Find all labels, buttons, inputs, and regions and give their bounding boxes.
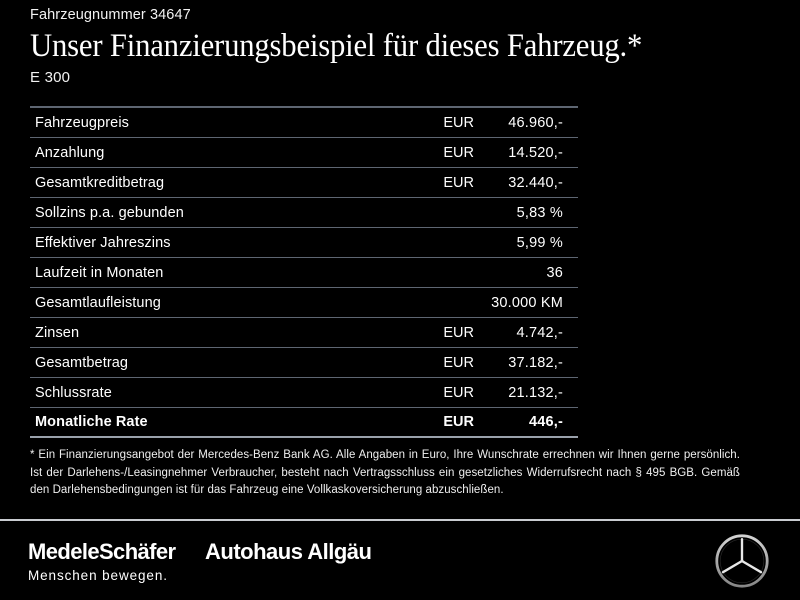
row-value: 5,83 % [516, 204, 563, 221]
table-row: Schlussrate EUR 21.132,- [30, 378, 578, 408]
row-value: 14.520,- [508, 144, 563, 161]
row-currency: EUR [443, 384, 474, 401]
row-label: Laufzeit in Monaten [35, 264, 164, 281]
mercedes-benz-star-icon [714, 533, 770, 589]
row-label: Anzahlung [35, 144, 105, 161]
table-row: Laufzeit in Monaten 36 [30, 258, 578, 288]
row-value: 37.182,- [508, 354, 563, 371]
table-row: Gesamtlaufleistung 30.000 KM [30, 288, 578, 318]
table-row: Gesamtbetrag EUR 37.182,- [30, 348, 578, 378]
row-label: Gesamtlaufleistung [35, 294, 161, 311]
row-value: 21.132,- [508, 384, 563, 401]
table-row: Zinsen EUR 4.742,- [30, 318, 578, 348]
row-label: Gesamtkreditbetrag [35, 174, 165, 191]
row-value: 4.742,- [516, 324, 563, 341]
row-currency: EUR [443, 144, 474, 161]
footnote: * Ein Finanzierungsangebot der Mercedes-… [30, 447, 740, 500]
row-label: Sollzins p.a. gebunden [35, 204, 184, 221]
header: Fahrzeugnummer 34647 Unser Finanzierungs… [30, 6, 780, 88]
row-value: 30.000 KM [491, 294, 563, 311]
table-row: Monatliche Rate EUR 446,- [30, 408, 578, 438]
page-title: Unser Finanzierungsbeispiel für dieses F… [30, 28, 643, 64]
row-currency: EUR [443, 354, 474, 371]
row-currency: EUR [443, 324, 474, 341]
vehicle-number: Fahrzeugnummer 34647 [30, 7, 191, 23]
table-row: Fahrzeugpreis EUR 46.960,- [30, 108, 578, 138]
finance-table: Fahrzeugpreis EUR 46.960,- Anzahlung EUR 14.5… [30, 106, 578, 438]
row-label: Schlussrate [35, 384, 112, 401]
brand-logo: MedeleSchäfer Menschen bewegen. [28, 539, 176, 586]
dealer-name: Autohaus Allgäu [205, 539, 372, 564]
footnote-text: * Ein Finanzierungsangebot der Mercedes-… [30, 449, 740, 496]
row-label: Fahrzeugpreis [35, 114, 129, 131]
row-label: Effektiver Jahreszins [35, 234, 171, 251]
footer-divider [0, 519, 800, 521]
row-label: Zinsen [35, 324, 80, 341]
row-label: Monatliche Rate [35, 414, 148, 430]
row-value: 446,- [528, 414, 563, 430]
row-value: 36 [546, 264, 563, 281]
row-label: Gesamtbetrag [35, 354, 129, 371]
row-value: 5,99 % [516, 234, 563, 251]
row-currency: EUR [443, 114, 474, 131]
row-value: 46.960,- [508, 114, 563, 131]
table-row: Sollzins p.a. gebunden 5,83 % [30, 198, 578, 228]
table-row: Effektiver Jahreszins 5,99 % [30, 228, 578, 258]
brand-tagline: Menschen bewegen. [28, 568, 168, 583]
row-currency: EUR [443, 414, 474, 430]
table-row: Anzahlung EUR 14.520,- [30, 138, 578, 168]
row-currency: EUR [443, 174, 474, 191]
footer: MedeleSchäfer Menschen bewegen. Autohaus… [0, 521, 800, 600]
vehicle-model: E 300 [30, 69, 71, 86]
row-value: 32.440,- [508, 174, 563, 191]
table-row: Gesamtkreditbetrag EUR 32.440,- [30, 168, 578, 198]
brand-name: MedeleSchäfer [28, 539, 176, 564]
